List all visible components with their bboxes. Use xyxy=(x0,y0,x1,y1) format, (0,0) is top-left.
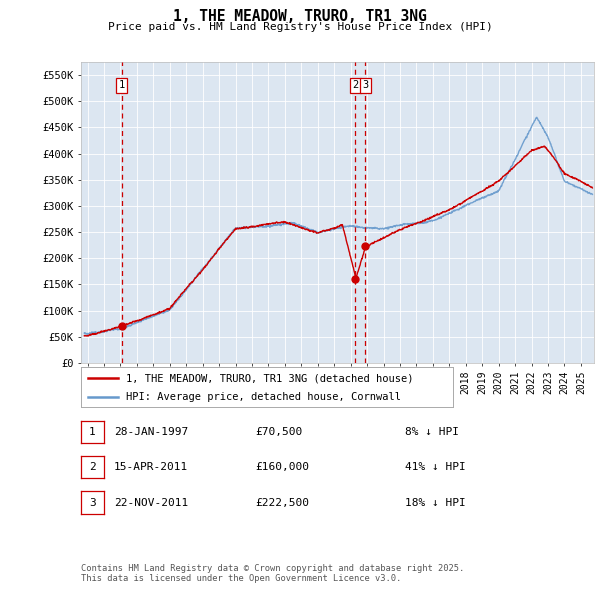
Text: 3: 3 xyxy=(362,80,368,90)
Text: Price paid vs. HM Land Registry's House Price Index (HPI): Price paid vs. HM Land Registry's House … xyxy=(107,22,493,32)
Text: 1, THE MEADOW, TRURO, TR1 3NG: 1, THE MEADOW, TRURO, TR1 3NG xyxy=(173,9,427,24)
Text: 3: 3 xyxy=(89,498,96,507)
Text: 28-JAN-1997: 28-JAN-1997 xyxy=(114,427,188,437)
Text: 22-NOV-2011: 22-NOV-2011 xyxy=(114,498,188,507)
Text: 2: 2 xyxy=(352,80,359,90)
Point xyxy=(117,321,127,330)
Text: 41% ↓ HPI: 41% ↓ HPI xyxy=(405,463,466,472)
Text: £70,500: £70,500 xyxy=(255,427,302,437)
Text: 2: 2 xyxy=(89,463,96,472)
Text: £160,000: £160,000 xyxy=(255,463,309,472)
Text: 1: 1 xyxy=(89,427,96,437)
Text: HPI: Average price, detached house, Cornwall: HPI: Average price, detached house, Corn… xyxy=(125,392,401,402)
Text: 15-APR-2011: 15-APR-2011 xyxy=(114,463,188,472)
Text: 8% ↓ HPI: 8% ↓ HPI xyxy=(405,427,459,437)
Text: £222,500: £222,500 xyxy=(255,498,309,507)
Text: Contains HM Land Registry data © Crown copyright and database right 2025.
This d: Contains HM Land Registry data © Crown c… xyxy=(81,563,464,583)
Point xyxy=(350,274,360,284)
Text: 1, THE MEADOW, TRURO, TR1 3NG (detached house): 1, THE MEADOW, TRURO, TR1 3NG (detached … xyxy=(125,373,413,384)
Text: 1: 1 xyxy=(119,80,125,90)
Text: 18% ↓ HPI: 18% ↓ HPI xyxy=(405,498,466,507)
Point xyxy=(361,242,370,251)
